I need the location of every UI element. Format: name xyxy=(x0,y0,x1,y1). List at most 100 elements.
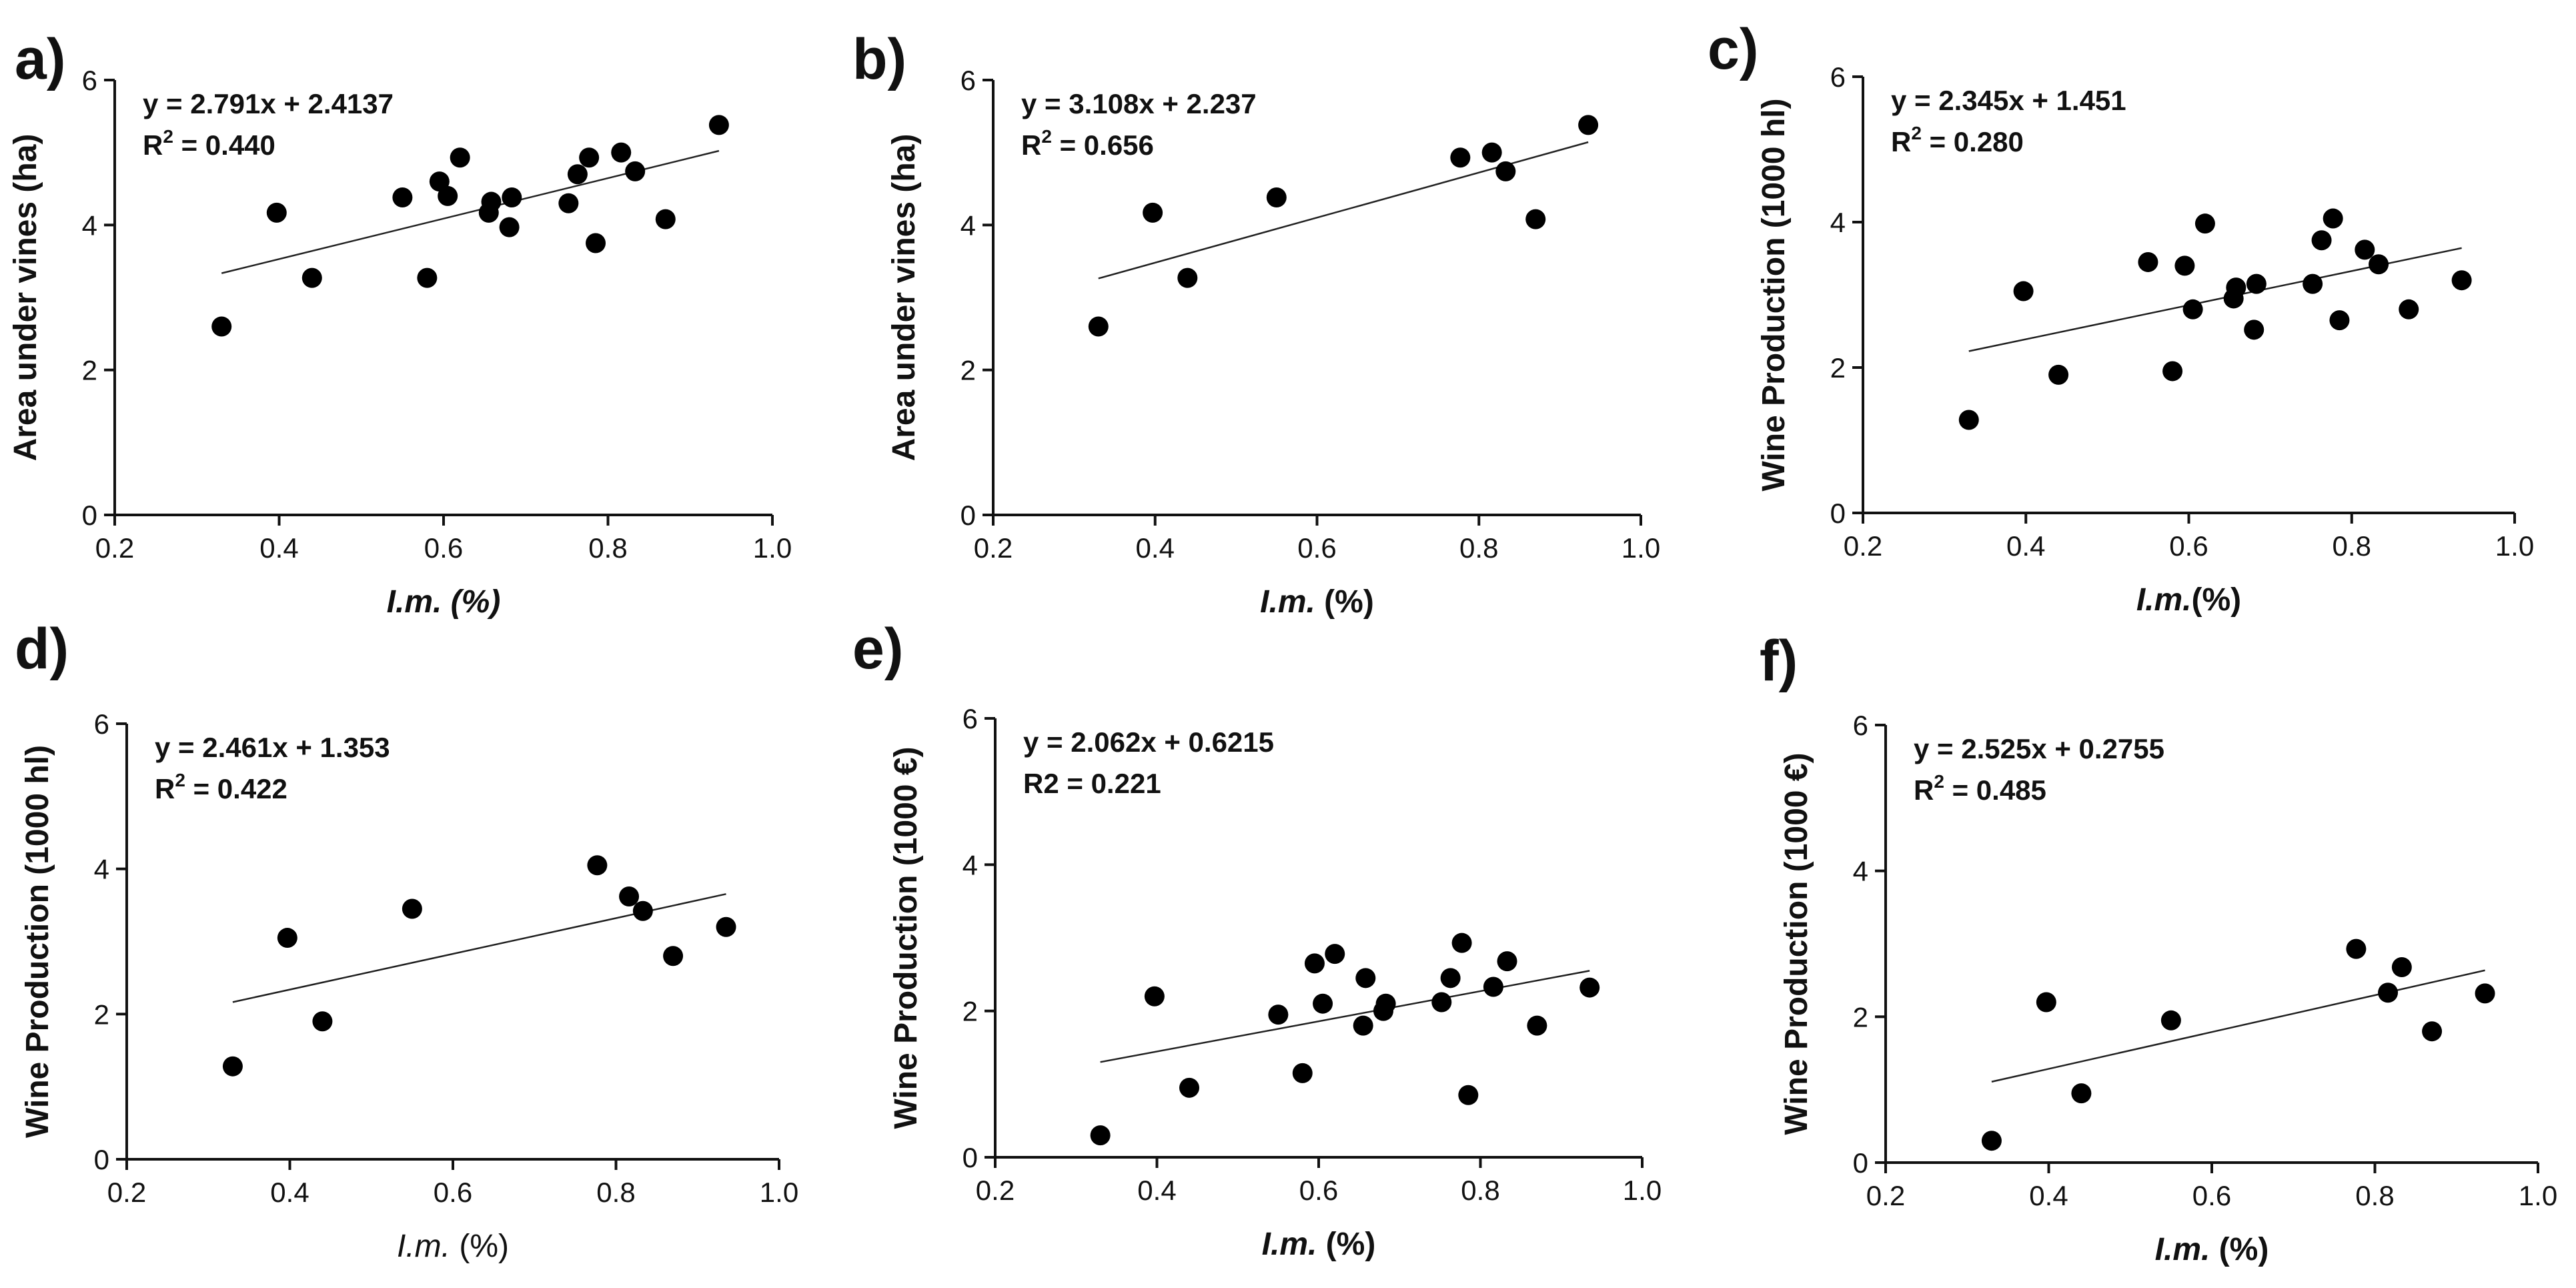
x-axis-label-unit: (%) xyxy=(1317,1227,1375,1262)
r-squared-superscript: 2 xyxy=(175,770,185,790)
data-point xyxy=(438,185,458,206)
x-tick-label: 0.4 xyxy=(259,532,298,564)
y-tick-label: 2 xyxy=(962,996,978,1027)
r-squared-superscript: 2 xyxy=(1934,771,1944,792)
data-point xyxy=(1179,1077,1199,1098)
data-point xyxy=(625,161,646,181)
x-axis-label-italic: I.m. xyxy=(397,1229,450,1264)
regression-equation: y = 2.791x + 2.4137 xyxy=(143,88,394,119)
data-point xyxy=(1355,968,1376,989)
x-tick-label: 0.2 xyxy=(1844,530,1882,562)
r-squared-symbol: R xyxy=(143,129,163,161)
data-point xyxy=(587,855,608,876)
data-point xyxy=(2244,319,2265,340)
r-squared-value: = 0.656 xyxy=(1052,129,1154,161)
panel-label: a) xyxy=(15,27,65,91)
data-point xyxy=(1981,1131,2002,1151)
y-tick-label: 6 xyxy=(1853,710,1868,741)
x-tick-label: 0.2 xyxy=(1866,1180,1905,1211)
data-point xyxy=(450,147,470,168)
x-axis-label-italic: I.m. (%) xyxy=(387,584,501,620)
r-squared-value: = 0.422 xyxy=(185,773,287,804)
data-point xyxy=(1325,944,1345,964)
y-axis-label: Wine Production (1000 €) xyxy=(1779,753,1814,1135)
data-point xyxy=(1304,953,1325,974)
panel-label: b) xyxy=(852,27,906,91)
data-point xyxy=(619,886,640,907)
y-tick-label: 2 xyxy=(82,355,97,386)
y-axis-label: Wine Production (1000 hl) xyxy=(1756,99,1792,492)
chart-panel: b) 0 2 4 6 0.2 0.4 0.6 0.8 1.0 Area under vines (h… xyxy=(852,27,1660,620)
data-point xyxy=(211,316,232,337)
r-squared-symbol: R xyxy=(155,773,175,804)
data-point xyxy=(481,191,502,212)
data-point xyxy=(2422,1021,2443,1042)
x-axis-label-unit: (%) xyxy=(2210,1232,2269,1267)
data-point xyxy=(567,164,588,185)
y-tick-label: 0 xyxy=(1830,498,1846,529)
x-axis-label: I.m. (%) xyxy=(397,1229,509,1264)
x-axis-label-unit: (%) xyxy=(1315,584,1374,620)
data-point xyxy=(1578,115,1599,135)
data-point xyxy=(1958,410,1979,430)
data-point xyxy=(2013,281,2034,301)
regression-equation: y = 2.525x + 0.2755 xyxy=(1914,733,2164,764)
data-point xyxy=(579,147,600,168)
data-point xyxy=(2160,1010,2181,1031)
x-tick-label: 0.4 xyxy=(270,1177,309,1208)
x-tick-label: 0.2 xyxy=(95,532,134,564)
y-tick-label: 4 xyxy=(82,209,97,241)
y-tick-label: 4 xyxy=(960,209,976,241)
x-axis-label: I.m. (%) xyxy=(1260,584,1374,620)
data-point xyxy=(2303,273,2323,294)
data-point xyxy=(611,142,632,163)
data-point xyxy=(2194,213,2215,234)
chart-panel: e) 0 2 4 6 0.2 0.4 0.6 0.8 1.0 Wine Production (10… xyxy=(852,617,1662,1262)
data-point xyxy=(1268,1005,1289,1025)
x-tick-label: 0.8 xyxy=(2333,530,2371,562)
y-tick-label: 0 xyxy=(1853,1147,1868,1179)
y-tick-label: 2 xyxy=(94,999,109,1030)
data-point xyxy=(716,916,736,937)
chart-panel: c) 0 2 4 6 0.2 0.4 0.6 0.8 1.0 Wine Production (10… xyxy=(1708,17,2534,618)
data-point xyxy=(1525,209,1546,229)
y-axis-label: Area under vines (ha) xyxy=(8,134,43,462)
x-tick-label: 0.4 xyxy=(2006,530,2045,562)
x-tick-label: 0.4 xyxy=(1136,532,1175,564)
data-point xyxy=(499,217,520,237)
data-point xyxy=(2036,992,2056,1013)
x-tick-label: 1.0 xyxy=(760,1177,798,1208)
regression-equation: y = 3.108x + 2.237 xyxy=(1021,88,1257,119)
y-tick-label: 2 xyxy=(960,355,976,386)
data-point xyxy=(1088,316,1109,337)
r-squared-value: = 0.440 xyxy=(173,129,275,161)
data-point xyxy=(2475,983,2495,1004)
y-tick-label: 4 xyxy=(1830,207,1846,238)
data-point xyxy=(2174,255,2195,276)
x-axis-label-italic: I.m. xyxy=(2155,1232,2210,1267)
data-point xyxy=(1431,992,1452,1013)
data-point xyxy=(663,946,684,967)
data-point xyxy=(1440,968,1461,989)
x-tick-label: 0.4 xyxy=(1137,1175,1176,1206)
data-point xyxy=(1458,1085,1479,1105)
x-tick-label: 0.8 xyxy=(588,532,627,564)
data-point xyxy=(2346,938,2367,959)
x-axis-label-unit: (%) xyxy=(450,1229,509,1264)
y-tick-label: 0 xyxy=(960,500,976,531)
x-tick-label: 0.6 xyxy=(2169,530,2208,562)
x-tick-label: 0.6 xyxy=(1299,1175,1338,1206)
x-axis-label-italic: I.m. xyxy=(1262,1227,1317,1262)
y-tick-label: 0 xyxy=(82,500,97,531)
x-tick-label: 0.2 xyxy=(107,1177,146,1208)
data-point xyxy=(558,193,579,213)
data-point xyxy=(2369,254,2389,275)
data-point xyxy=(2323,208,2343,229)
r-squared-label: R2 = 0.422 xyxy=(155,770,287,804)
x-tick-label: 1.0 xyxy=(753,532,792,564)
data-point xyxy=(655,209,676,229)
data-point xyxy=(417,267,438,288)
x-tick-label: 1.0 xyxy=(1623,1175,1662,1206)
y-axis-label: Wine Production (1000 €) xyxy=(888,747,924,1129)
